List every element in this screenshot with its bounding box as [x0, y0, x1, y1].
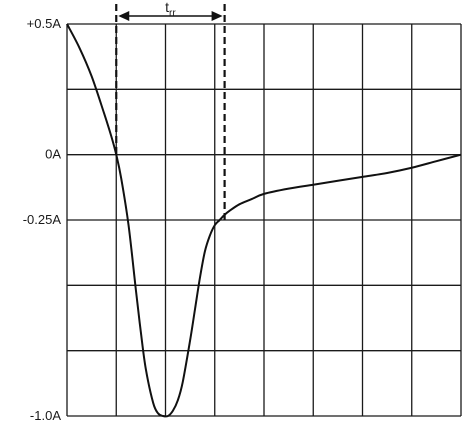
- trr-annotation: trr: [115, 0, 226, 224]
- y-tick-label: 0A: [45, 147, 61, 162]
- y-tick-label: -1.0A: [30, 408, 61, 423]
- y-tick-label: -0.25A: [23, 212, 62, 227]
- y-tick-labels: +0.5A 0A -0.25A -1.0A: [23, 16, 62, 423]
- current-curve-line: [66, 23, 462, 418]
- trr-arrow-head-left: [118, 11, 130, 21]
- trr-label: trr: [165, 0, 176, 19]
- chart-grid: [66, 23, 462, 417]
- trr-arrow-head-right: [211, 11, 223, 21]
- y-tick-label: +0.5A: [27, 16, 62, 31]
- current-curve: [66, 23, 462, 418]
